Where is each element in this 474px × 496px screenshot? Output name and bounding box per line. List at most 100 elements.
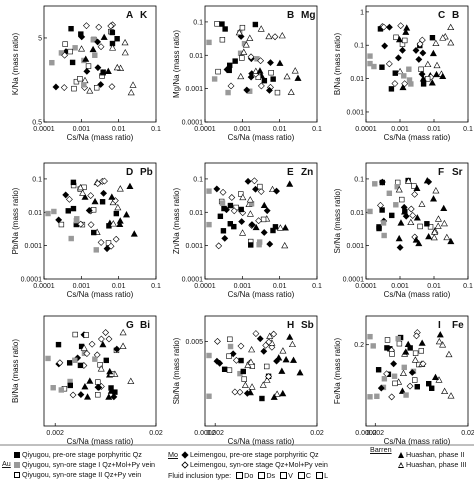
x-tick-label: 0.01	[427, 126, 441, 133]
y-tick-label: 0.01	[189, 210, 203, 217]
data-point	[367, 394, 373, 400]
data-point	[242, 41, 250, 48]
data-point	[214, 337, 221, 345]
data-point	[81, 193, 89, 200]
data-point	[428, 79, 436, 86]
data-point	[227, 343, 234, 350]
y-axis-title: B/Na (mass ratio)	[333, 33, 342, 96]
data-point	[260, 229, 268, 236]
data-point	[107, 387, 115, 394]
data-point	[447, 392, 455, 399]
data-point	[402, 208, 408, 215]
panel-letter: I	[438, 320, 441, 331]
data-point	[248, 242, 254, 248]
x-tick-label: 0.01	[273, 283, 287, 290]
fi-v-icon	[280, 472, 288, 479]
data-point	[412, 350, 419, 356]
data-point	[237, 72, 245, 80]
data-point	[86, 87, 94, 94]
x-axis-title: Cs/Na (mass ratio)	[67, 133, 134, 142]
data-point	[83, 332, 89, 338]
data-point	[95, 392, 101, 398]
y-tick-label: 0.01	[350, 210, 364, 217]
legend-item-au-1: Qiyugou, syn-ore stage I Qz+Mol+Py vein	[14, 460, 155, 469]
data-point	[401, 73, 407, 79]
panel-element: Sb	[301, 320, 314, 331]
x-tick-label: 0.02	[149, 430, 163, 437]
data-point	[445, 350, 453, 358]
panel-element: Zn	[301, 167, 313, 178]
data-point	[440, 219, 448, 227]
data-point	[384, 345, 390, 351]
data-point	[103, 245, 111, 253]
legend-group-au: Au	[2, 459, 11, 468]
data-point	[431, 373, 439, 381]
data-point	[221, 234, 229, 242]
data-point	[61, 51, 69, 59]
data-point	[402, 28, 410, 35]
data-point	[283, 72, 291, 80]
data-point	[108, 193, 116, 200]
data-point	[217, 213, 224, 220]
data-point	[279, 389, 287, 397]
y-tick-label: 1	[360, 9, 364, 16]
x-axis-title: Cs/Na (mass ratio)	[384, 290, 451, 299]
legend-fluid-inclusion: Fluid inclusion type: Do Ds V C L	[168, 471, 328, 480]
data-point	[77, 76, 83, 82]
x-tick-label: 0.0001	[355, 283, 377, 290]
data-point	[260, 216, 267, 223]
fi-type-label: Do	[244, 471, 254, 480]
data-point	[402, 212, 410, 220]
data-point	[259, 381, 267, 388]
panel-g: 0.002 0.02 Cs/Na (mass ratio) Bi/Na (mass r…	[11, 315, 163, 446]
data-point	[403, 392, 409, 398]
data-point	[395, 35, 404, 43]
data-point	[401, 80, 409, 88]
data-point	[239, 55, 245, 61]
data-point	[68, 235, 74, 242]
data-point	[392, 380, 398, 387]
data-point	[391, 373, 398, 379]
data-point	[51, 208, 57, 215]
data-point	[431, 228, 439, 235]
data-point	[388, 86, 395, 92]
data-point	[273, 187, 280, 195]
data-point	[246, 210, 254, 217]
data-point	[415, 239, 423, 247]
data-point	[447, 39, 455, 46]
panel-letter: G	[126, 320, 134, 331]
legend: Au Qiyugou, pre-ore stage porphyritic Qz…	[0, 445, 474, 496]
data-point	[252, 185, 259, 193]
data-point	[77, 391, 85, 399]
data-point	[385, 60, 393, 68]
data-point	[95, 379, 101, 385]
data-point	[388, 393, 396, 401]
data-point	[267, 59, 274, 67]
plot-frame	[204, 315, 318, 427]
data-point	[265, 338, 273, 346]
filled-triangle-icon	[398, 452, 404, 458]
data-point	[73, 78, 80, 85]
data-point	[439, 34, 447, 41]
legend-label: Qiyugou, syn-ore stage I Qz+Mol+Py vein	[22, 460, 156, 469]
data-point	[227, 62, 233, 69]
legend-label: Qiyugou, pre-ore stage porphyritic Qz	[22, 450, 142, 459]
data-point	[257, 25, 265, 32]
data-point	[69, 391, 77, 399]
data-point	[78, 45, 86, 52]
data-point	[270, 393, 278, 400]
data-point	[109, 44, 117, 51]
data-point	[129, 81, 137, 88]
data-point	[386, 23, 393, 31]
panel-e: 0.0001 0.001 0.01 0.1 0.0001 0.001 0.01 0.1 Cs/N…	[172, 162, 322, 299]
data-point	[406, 382, 414, 390]
data-point	[80, 344, 88, 351]
data-point	[399, 46, 406, 54]
data-point	[119, 342, 127, 349]
data-point	[272, 224, 279, 230]
x-tick-label: 0.0001	[33, 283, 55, 290]
panel-b: 0.0001 0.001 0.01 0.1 0.0001 0.001 0.01 0.1 Cs/N…	[172, 5, 322, 142]
data-point	[436, 331, 444, 338]
data-point	[220, 228, 227, 234]
plot-frame	[204, 5, 318, 123]
